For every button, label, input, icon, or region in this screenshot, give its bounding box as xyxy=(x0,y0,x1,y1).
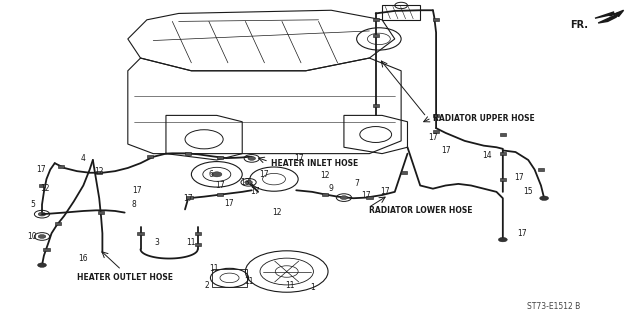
Circle shape xyxy=(340,196,348,199)
Text: 17: 17 xyxy=(250,188,260,196)
Text: 17: 17 xyxy=(215,181,225,190)
Bar xyxy=(373,18,379,21)
Bar xyxy=(433,114,440,117)
Bar xyxy=(194,232,201,235)
Circle shape xyxy=(498,237,507,242)
Text: 7: 7 xyxy=(354,180,359,188)
Text: 8: 8 xyxy=(132,200,136,209)
Bar xyxy=(373,34,379,37)
Text: 17: 17 xyxy=(183,194,193,203)
Bar xyxy=(55,222,61,225)
Polygon shape xyxy=(595,10,624,18)
Text: 17: 17 xyxy=(295,154,304,163)
Text: 9: 9 xyxy=(329,184,334,193)
Text: 3: 3 xyxy=(154,238,159,247)
Bar xyxy=(147,155,154,158)
Text: RADIATOR LOWER HOSE: RADIATOR LOWER HOSE xyxy=(369,206,473,215)
Bar xyxy=(433,130,440,133)
Bar xyxy=(499,133,506,136)
Text: 12: 12 xyxy=(40,184,50,193)
Circle shape xyxy=(211,172,222,177)
Text: 17: 17 xyxy=(517,229,527,238)
Text: 1: 1 xyxy=(310,283,315,292)
Bar xyxy=(538,168,544,171)
Bar xyxy=(499,178,506,181)
Bar xyxy=(185,152,191,155)
Text: ST73-E1512 B: ST73-E1512 B xyxy=(527,302,580,311)
Circle shape xyxy=(38,263,47,268)
Text: 11: 11 xyxy=(285,281,295,290)
Bar xyxy=(194,243,201,246)
Bar xyxy=(138,232,144,235)
Circle shape xyxy=(248,156,255,160)
Text: FR.: FR. xyxy=(570,20,588,29)
Text: 17: 17 xyxy=(132,186,142,195)
Text: 10: 10 xyxy=(27,232,38,241)
Text: HEATER INLET HOSE: HEATER INLET HOSE xyxy=(271,159,358,168)
Text: 14: 14 xyxy=(482,151,492,160)
Bar xyxy=(58,165,64,168)
Bar xyxy=(186,196,192,199)
Bar xyxy=(39,184,45,187)
Text: 5: 5 xyxy=(30,200,35,209)
Text: 17: 17 xyxy=(380,188,390,196)
Text: 17: 17 xyxy=(260,170,269,179)
Text: 17: 17 xyxy=(441,146,450,155)
Polygon shape xyxy=(598,13,620,23)
Text: 17: 17 xyxy=(361,190,371,200)
Text: 17: 17 xyxy=(225,198,234,207)
Bar xyxy=(43,248,50,251)
Text: 13: 13 xyxy=(241,178,250,187)
Text: 12: 12 xyxy=(94,167,104,176)
Circle shape xyxy=(38,212,46,216)
Text: 12: 12 xyxy=(320,171,329,180)
Text: RADIATOR UPPER HOSE: RADIATOR UPPER HOSE xyxy=(433,114,534,123)
Text: 12: 12 xyxy=(273,208,282,217)
Circle shape xyxy=(245,180,252,184)
Text: 2: 2 xyxy=(205,281,210,290)
Bar xyxy=(401,171,408,174)
Bar xyxy=(98,211,104,214)
Bar xyxy=(433,18,440,21)
Bar xyxy=(366,196,373,199)
Circle shape xyxy=(540,196,548,200)
Text: 17: 17 xyxy=(514,173,524,182)
Text: 4: 4 xyxy=(81,154,86,163)
Bar xyxy=(217,193,223,196)
Text: HEATER OUTLET HOSE: HEATER OUTLET HOSE xyxy=(76,273,173,282)
Text: 6: 6 xyxy=(208,170,213,179)
Text: 15: 15 xyxy=(524,188,533,196)
Text: 16: 16 xyxy=(78,254,88,263)
Bar xyxy=(373,104,379,108)
Bar xyxy=(499,152,506,155)
Bar xyxy=(322,193,328,196)
Text: 11: 11 xyxy=(209,264,218,273)
Text: 17: 17 xyxy=(36,165,46,174)
Text: 17: 17 xyxy=(428,133,438,142)
Text: 11: 11 xyxy=(187,238,196,247)
Bar xyxy=(96,171,103,174)
Text: 11: 11 xyxy=(244,276,254,285)
Bar xyxy=(217,156,223,159)
Circle shape xyxy=(38,235,46,238)
